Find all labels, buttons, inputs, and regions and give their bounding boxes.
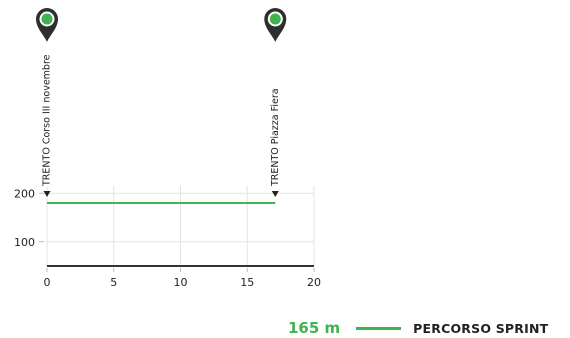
map-pin-dot <box>41 13 53 25</box>
x-tick-label: 20 <box>307 276 321 289</box>
x-tick-label: 15 <box>240 276 254 289</box>
axes: 0 5 10 15 20 200 100 <box>14 187 321 289</box>
y-tick-label: 100 <box>14 236 35 249</box>
x-tick-label: 0 <box>44 276 51 289</box>
grid <box>46 186 315 266</box>
legend-series-name: PERCORSO SPRINT <box>413 320 549 336</box>
route-marker-label: TRENTO Corso III novembre <box>42 54 53 187</box>
legend-distance-value: 165 m <box>288 319 341 337</box>
route-marker: TRENTO Corso III novembre <box>36 8 58 197</box>
x-tick-label: 5 <box>110 276 117 289</box>
route-markers: TRENTO Corso III novembre TRENTO Piazza F… <box>36 8 287 197</box>
legend: 165 m PERCORSO SPRINT <box>288 318 548 338</box>
map-pin-dot <box>269 13 281 25</box>
x-tick-label: 10 <box>174 276 188 289</box>
y-tick-label: 200 <box>14 187 35 200</box>
route-marker-label: TRENTO Piazza Fiera <box>270 88 281 187</box>
marker-arrow-icon <box>43 191 51 197</box>
legend-swatch <box>356 326 402 330</box>
route-marker: TRENTO Piazza Fiera <box>264 8 287 197</box>
marker-arrow-icon <box>271 191 279 197</box>
